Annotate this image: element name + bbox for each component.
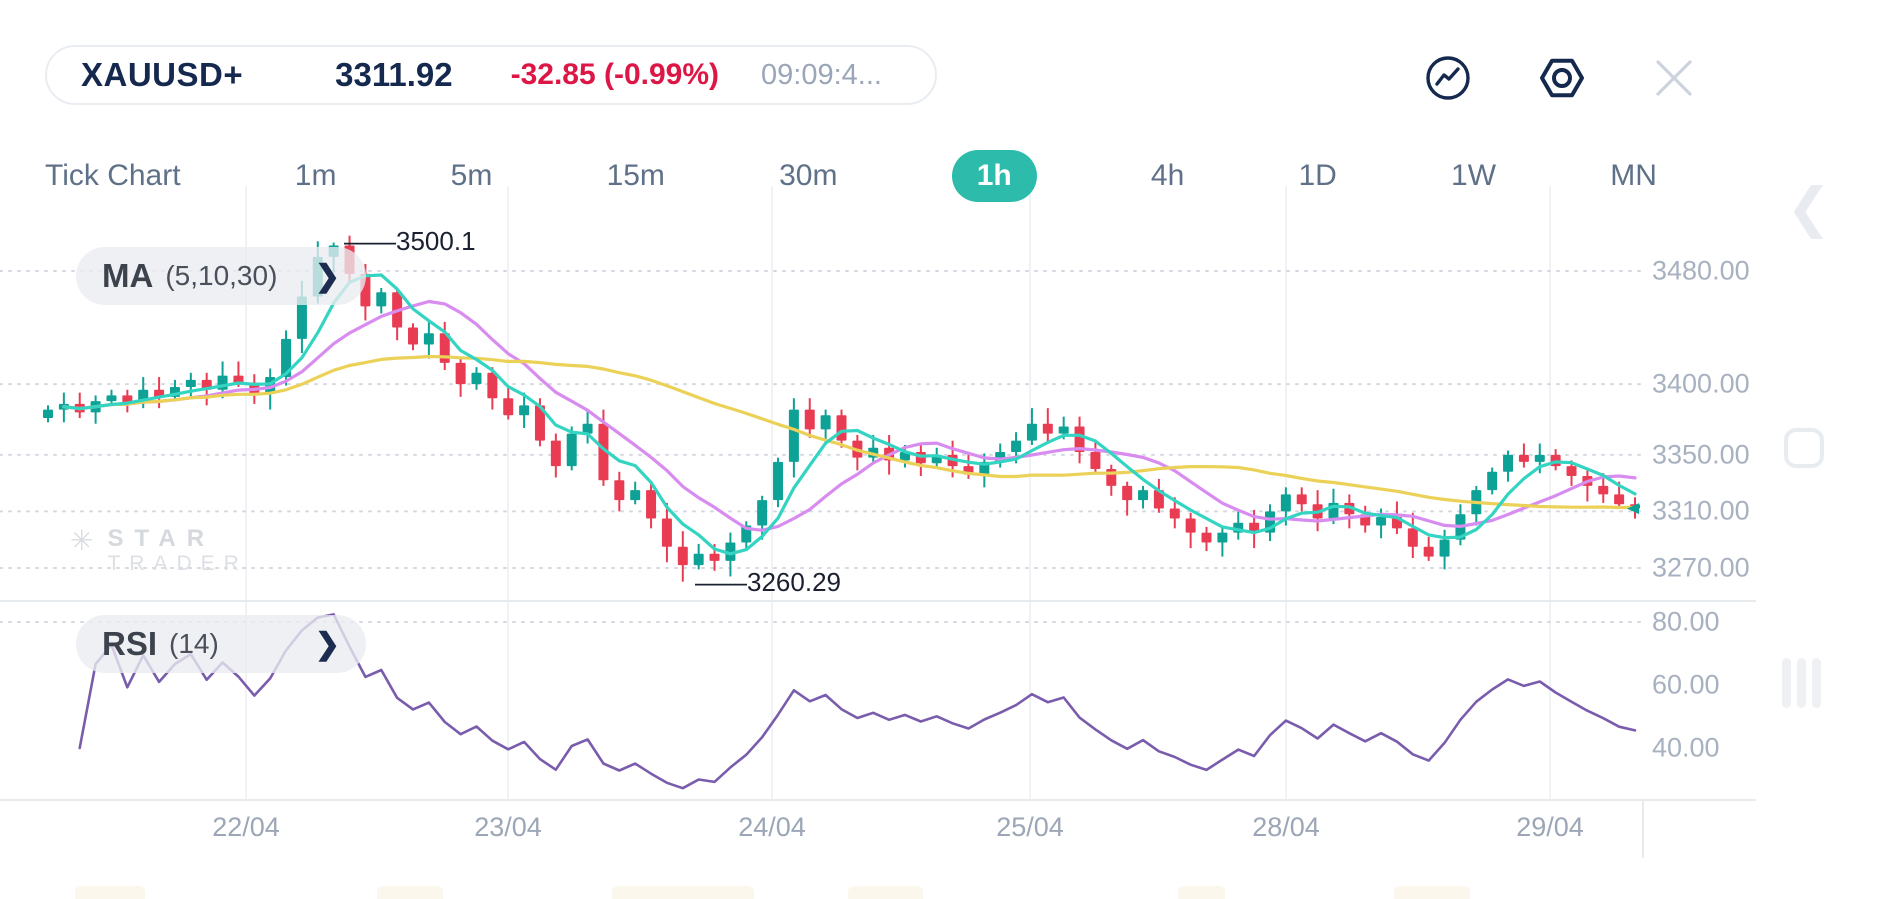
close-icon[interactable]	[1650, 54, 1698, 102]
price-change: -32.85 (-0.99%)	[510, 58, 720, 91]
bottom-edge-strip	[75, 886, 145, 899]
drag-handle-icon[interactable]	[1782, 658, 1821, 708]
rsi-label: RSI	[102, 625, 158, 662]
watermark-line1: STAR	[107, 525, 216, 552]
date-axis-tick: 24/04	[738, 812, 806, 842]
tab-30m[interactable]: 30m	[779, 159, 838, 192]
tab-mn[interactable]: MN	[1610, 159, 1657, 192]
chevron-right-icon[interactable]: ❯	[314, 259, 340, 293]
price-axis-tick: 3480.00	[1652, 255, 1750, 286]
date-axis-tick: 25/04	[996, 812, 1064, 842]
tab-1w[interactable]: 1W	[1451, 159, 1497, 192]
date-axis-tick: 28/04	[1252, 812, 1320, 842]
resize-handle-icon[interactable]	[1784, 428, 1824, 468]
bottom-edge-strip	[1178, 886, 1225, 899]
watermark-line2: TRADER	[107, 552, 248, 575]
rsi-axis-tick: 80.00	[1652, 606, 1720, 637]
tab-1d[interactable]: 1D	[1298, 159, 1337, 192]
price-axis-tick: 3400.00	[1652, 368, 1750, 399]
price-axis-tick: 3350.00	[1652, 439, 1750, 470]
bottom-edge-strip	[1394, 886, 1470, 899]
tab-5m[interactable]: 5m	[450, 159, 493, 192]
rsi-params: (14)	[169, 628, 219, 659]
tab-4h[interactable]: 4h	[1150, 159, 1185, 192]
tab-tick-chart[interactable]: Tick Chart	[45, 159, 181, 192]
low-price-annotation: ——3260.29	[695, 567, 841, 597]
quote-time: 09:09:4...	[761, 58, 882, 91]
date-axis-tick: 29/04	[1516, 812, 1584, 842]
indicators-icon[interactable]	[1424, 54, 1472, 102]
last-price: 3311.92	[335, 56, 453, 93]
rsi-axis-tick: 60.00	[1652, 669, 1720, 700]
timeframe-tabs: Tick Chart 1m 5m 15m 30m 1h 4h 1D 1W MN	[45, 150, 1657, 202]
date-axis-tick: 23/04	[474, 812, 542, 842]
bottom-edge-strip	[612, 886, 754, 899]
ma-indicator-pill[interactable]: MA (5,10,30) ❯	[76, 247, 366, 305]
quote-header[interactable]: XAUUSD+ 3311.92 -32.85 (-0.99%) 09:09:4.…	[45, 45, 937, 105]
high-price-annotation: ——3500.1	[344, 226, 476, 256]
price-axis-tick: 3310.00	[1652, 495, 1750, 526]
symbol-name: XAUUSD+	[81, 56, 244, 93]
tab-1h[interactable]: 1h	[951, 150, 1037, 202]
date-axis-tick: 22/04	[212, 812, 280, 842]
ma-params: (5,10,30)	[165, 260, 278, 291]
settings-icon[interactable]	[1538, 54, 1586, 102]
star-logo-icon: ✳	[70, 525, 94, 556]
tab-15m[interactable]: 15m	[606, 159, 665, 192]
ma-label: MA	[102, 257, 154, 294]
chevron-right-icon[interactable]: ❯	[314, 627, 340, 661]
collapse-panel-chevron-icon[interactable]: ❮	[1786, 178, 1832, 238]
price-axis-tick: 3270.00	[1652, 552, 1750, 583]
brand-watermark: ✳ STAR TRADER	[70, 526, 248, 576]
bottom-edge-strip	[848, 886, 923, 899]
bottom-edge-strip	[377, 886, 443, 899]
tab-1m[interactable]: 1m	[294, 159, 337, 192]
rsi-indicator-pill[interactable]: RSI (14) ❯	[76, 615, 366, 673]
rsi-axis-tick: 40.00	[1652, 732, 1720, 763]
